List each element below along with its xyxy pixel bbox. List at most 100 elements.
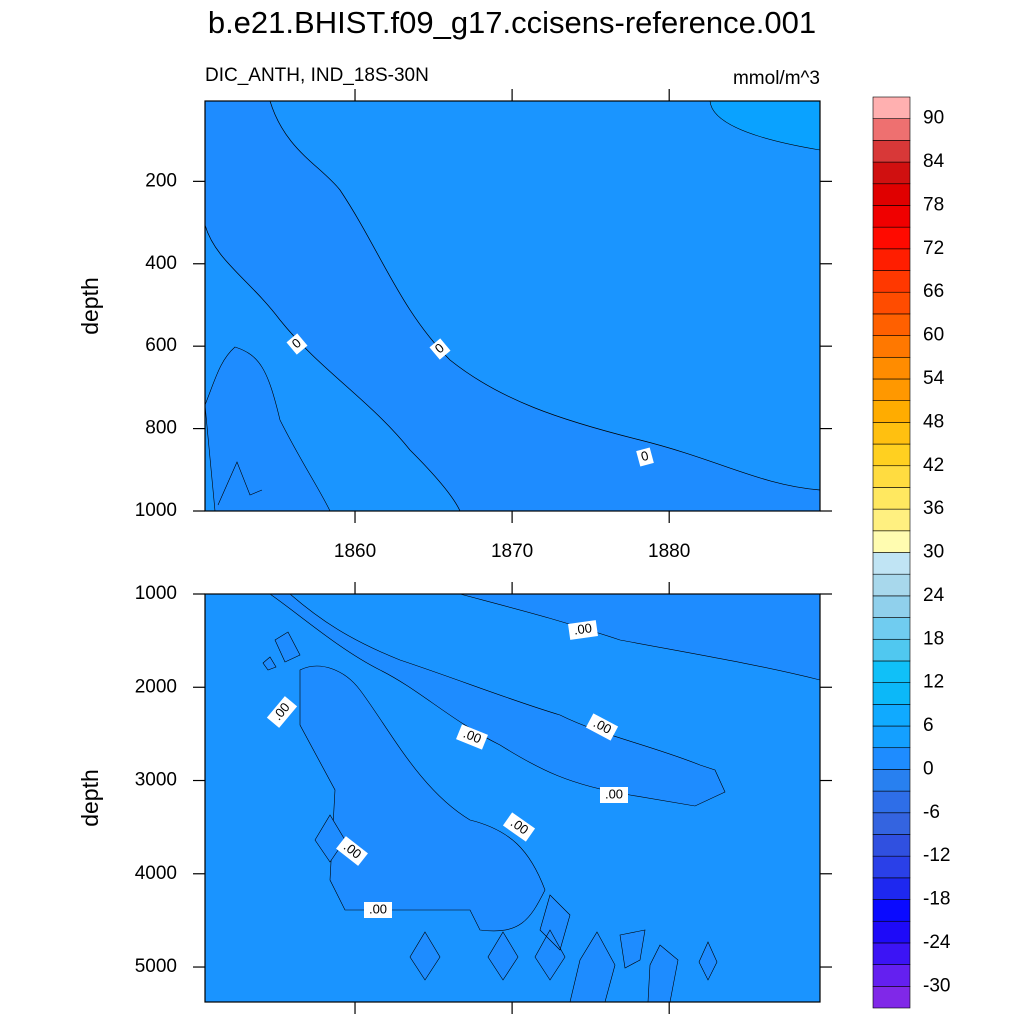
contour-fill xyxy=(205,346,331,511)
colorbar-box xyxy=(872,790,911,814)
y-axis-label: depth xyxy=(77,277,103,335)
contour-fill xyxy=(270,101,820,490)
colorbar-box xyxy=(872,96,911,119)
colorbar-box xyxy=(872,573,911,597)
y-tick-label: 400 xyxy=(145,253,177,274)
colorbar-box xyxy=(872,877,911,900)
chart-title: b.e21.BHIST.f09_g17.ccisens-reference.00… xyxy=(208,5,816,40)
contour-fill xyxy=(409,894,718,1002)
contour-label: 0 xyxy=(636,447,654,467)
contour-label: .00 xyxy=(585,713,619,741)
colorbar-box xyxy=(872,118,911,141)
colorbar-box xyxy=(872,400,911,423)
contour-line xyxy=(269,101,820,491)
contour-label-text: .00 xyxy=(573,620,593,637)
colorbar-box xyxy=(872,920,911,944)
contour-field xyxy=(205,101,820,511)
colorbar-box xyxy=(872,140,911,163)
colorbar-box xyxy=(872,552,911,575)
x-tick-label: 1880 xyxy=(648,541,690,562)
contour-label-text: .00 xyxy=(591,715,614,737)
contour-label-text: .00 xyxy=(461,726,483,747)
colorbar-box xyxy=(872,834,911,857)
contour-label: 0 xyxy=(286,333,308,355)
contour-label: .00 xyxy=(568,620,598,640)
contour-label: .00 xyxy=(364,901,392,918)
y-tick-label: 3000 xyxy=(135,770,177,791)
colorbar-box xyxy=(872,617,911,640)
contour-label: .00 xyxy=(600,786,628,803)
colorbar-box xyxy=(872,248,911,271)
colorbar-box xyxy=(872,812,911,835)
colorbar-label: 54 xyxy=(923,368,945,389)
colorbar-label: 78 xyxy=(923,194,944,215)
colorbar-label: 66 xyxy=(923,281,944,302)
colorbar-box xyxy=(872,270,911,293)
contour-fill xyxy=(269,594,726,807)
contour-label: .00 xyxy=(502,812,536,842)
colorbar-label: 42 xyxy=(923,455,944,476)
colorbar-box xyxy=(872,465,911,488)
colorbar-label: 48 xyxy=(923,411,944,432)
colorbar-box xyxy=(872,291,911,315)
contour-label-text: 0 xyxy=(639,448,650,464)
contour-fill xyxy=(459,594,820,681)
y-tick-label: 1000 xyxy=(135,583,177,604)
colorbar-box xyxy=(872,487,911,510)
colorbar-label: -24 xyxy=(923,932,951,953)
colorbar-box xyxy=(872,964,911,987)
colorbar-label: 6 xyxy=(923,715,934,736)
colorbar-box xyxy=(872,660,911,683)
colorbar-box xyxy=(872,161,911,185)
contour-line xyxy=(205,224,461,511)
colorbar-label: 60 xyxy=(923,325,944,346)
contour-label: .00 xyxy=(456,724,488,750)
contour-label: .00 xyxy=(266,696,298,728)
colorbar-box xyxy=(872,704,911,727)
contour-line xyxy=(217,461,263,506)
contour-label-text: .00 xyxy=(605,786,623,801)
colorbar-box xyxy=(872,725,911,749)
contour-label: 0 xyxy=(429,338,451,360)
colorbar-label: 36 xyxy=(923,498,944,519)
colorbar-box xyxy=(872,183,911,206)
contour-field xyxy=(205,594,820,1002)
y-tick-label: 5000 xyxy=(135,956,177,977)
y-axis-label: depth xyxy=(77,769,103,827)
colorbar-label: 0 xyxy=(923,758,934,779)
colorbar-label: -30 xyxy=(923,975,950,996)
colorbar-box xyxy=(872,747,911,770)
colorbar-box xyxy=(872,595,911,618)
colorbar-box xyxy=(872,335,911,358)
y-tick-label: 200 xyxy=(145,170,177,191)
contour-label-text: .00 xyxy=(369,901,387,916)
y-tick-label: 800 xyxy=(145,418,177,439)
y-tick-label: 2000 xyxy=(135,676,177,697)
colorbar-label: -12 xyxy=(923,845,950,866)
colorbar-box xyxy=(872,443,911,467)
colorbar-label: -6 xyxy=(923,802,940,823)
colorbar-box xyxy=(872,530,911,553)
colorbar-box xyxy=(872,422,911,445)
colorbar-box xyxy=(872,356,911,380)
colorbar-box xyxy=(872,508,911,532)
colorbar-box xyxy=(872,769,911,792)
colorbar-label: 72 xyxy=(923,238,944,259)
x-tick-label: 1870 xyxy=(491,541,533,562)
colorbar-box xyxy=(872,313,911,336)
colorbar-box xyxy=(872,986,911,1009)
colorbar-label: 12 xyxy=(923,672,944,693)
contour-label: .00 xyxy=(336,836,368,866)
colorbar-label: 24 xyxy=(923,585,945,606)
colorbar-label: 84 xyxy=(923,151,945,172)
colorbar-label: 90 xyxy=(923,108,944,129)
colorbar-label: 18 xyxy=(923,628,944,649)
contour-fill xyxy=(205,594,820,1002)
colorbar-box xyxy=(872,638,911,662)
colorbar-label: -18 xyxy=(923,889,950,910)
colorbar-box xyxy=(872,378,911,401)
colorbar-label: 30 xyxy=(923,542,944,563)
y-tick-label: 600 xyxy=(145,335,177,356)
